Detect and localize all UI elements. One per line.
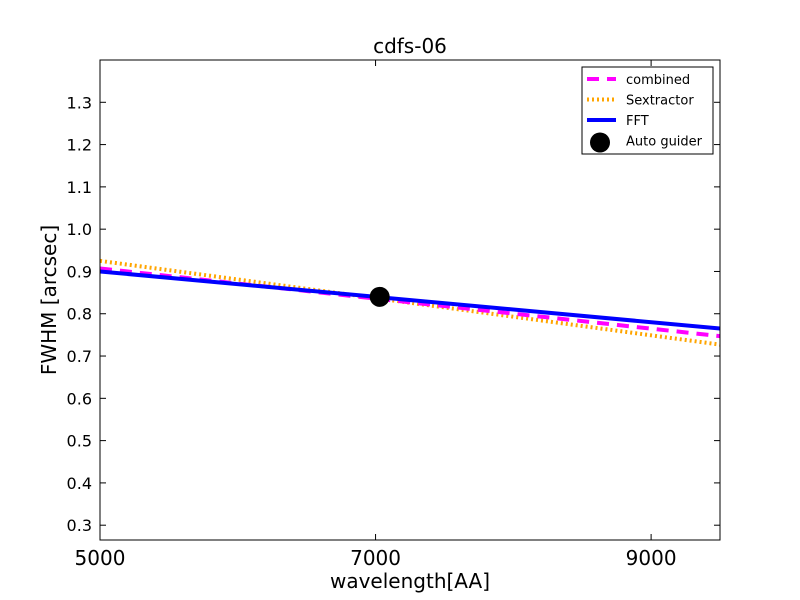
y-tick-label: 0.5 <box>67 432 92 451</box>
x-axis-label: wavelength[AA] <box>330 569 490 593</box>
y-tick-label: 0.6 <box>67 389 92 408</box>
y-tick-label: 1.0 <box>67 220 92 239</box>
y-tick-label: 1.2 <box>67 136 92 155</box>
plot-area: 5000 7000 9000 0.3 0.4 0.5 0.6 0.7 0.8 0.9 1.0 1.1 1… <box>67 59 721 570</box>
y-tick-label: 0.9 <box>67 262 92 281</box>
legend-swatch-auto-guider <box>590 132 610 153</box>
y-tick-label: 0.3 <box>67 516 92 535</box>
y-tick-label: 0.8 <box>67 305 92 324</box>
y-tick-label: 0.7 <box>67 347 92 366</box>
y-tick-label: 1.1 <box>67 178 92 197</box>
x-tick-label: 5000 <box>75 546 126 570</box>
y-tick-label: 1.3 <box>67 93 92 112</box>
legend-label-fft: FFT <box>626 114 649 129</box>
x-tick-label: 7000 <box>350 546 401 570</box>
plot-frame <box>99 59 721 541</box>
legend: combined Sextractor FFT Auto guider <box>581 66 714 155</box>
x-tick-label: 9000 <box>626 546 677 570</box>
y-tick-label: 0.4 <box>67 474 92 493</box>
series-sextractor-line <box>100 258 720 347</box>
series-fft-line <box>100 269 720 331</box>
series-auto-guider-point <box>369 286 390 307</box>
legend-label-sextractor: Sextractor <box>626 94 694 109</box>
legend-label-auto-guider: Auto guider <box>626 135 703 150</box>
legend-label-combined: combined <box>626 73 690 88</box>
chart-title: cdfs-06 <box>373 34 447 58</box>
y-axis-label: FWHM [arcsec] <box>37 225 61 375</box>
